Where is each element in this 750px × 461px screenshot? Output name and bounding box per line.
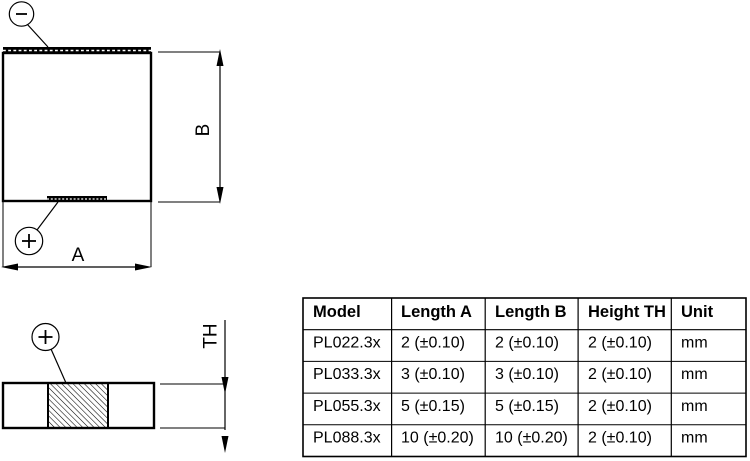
svg-text:PL022.3x: PL022.3x — [313, 335, 381, 352]
svg-text:B: B — [193, 124, 214, 137]
svg-text:A: A — [72, 245, 85, 266]
svg-text:10 (±0.20): 10 (±0.20) — [495, 430, 568, 447]
svg-text:3 (±0.10): 3 (±0.10) — [495, 366, 559, 383]
svg-text:2 (±0.10): 2 (±0.10) — [588, 366, 652, 383]
svg-text:2 (±0.10): 2 (±0.10) — [588, 335, 652, 352]
svg-text:mm: mm — [681, 335, 708, 352]
svg-text:5 (±0.15): 5 (±0.15) — [401, 398, 465, 415]
svg-text:5 (±0.15): 5 (±0.15) — [495, 398, 559, 415]
svg-text:TH: TH — [201, 323, 222, 348]
svg-text:mm: mm — [681, 430, 708, 447]
svg-text:2 (±0.10): 2 (±0.10) — [588, 430, 652, 447]
svg-text:PL055.3x: PL055.3x — [313, 398, 381, 415]
svg-text:Length A: Length A — [401, 303, 472, 321]
svg-text:PL088.3x: PL088.3x — [313, 430, 381, 447]
svg-text:Model: Model — [313, 303, 361, 321]
svg-text:10 (±0.20): 10 (±0.20) — [401, 430, 474, 447]
svg-text:Length B: Length B — [495, 303, 567, 321]
svg-text:mm: mm — [681, 398, 708, 415]
svg-text:Height TH: Height TH — [588, 303, 666, 321]
svg-text:Unit: Unit — [681, 303, 714, 321]
svg-text:2 (±0.10): 2 (±0.10) — [588, 398, 652, 415]
svg-text:3 (±0.10): 3 (±0.10) — [401, 366, 465, 383]
svg-text:PL033.3x: PL033.3x — [313, 366, 381, 383]
svg-text:mm: mm — [681, 366, 708, 383]
svg-text:2 (±0.10): 2 (±0.10) — [495, 335, 559, 352]
svg-text:2 (±0.10): 2 (±0.10) — [401, 335, 465, 352]
